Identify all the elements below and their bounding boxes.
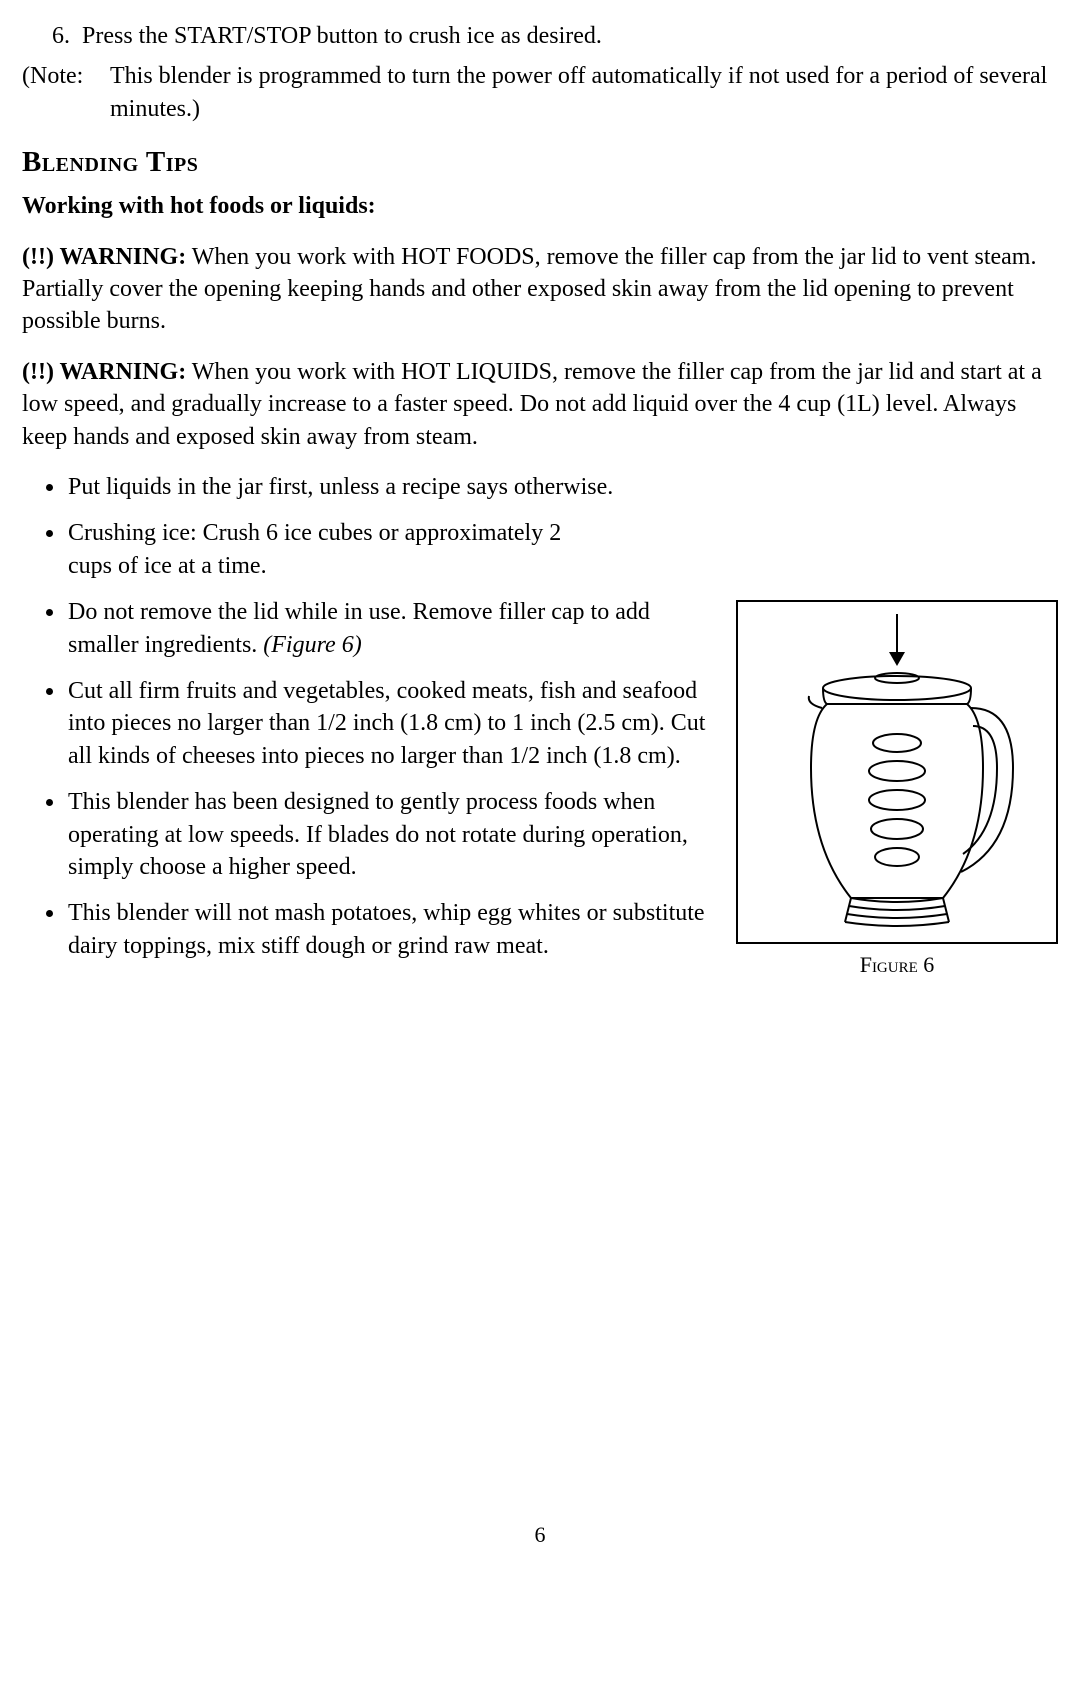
tip-text: This blender has been designed to gently… [68, 789, 688, 880]
warning-prefix: (!!) WARNING: [22, 244, 186, 270]
list-item: Crushing ice: Crush 6 ice cubes or appro… [66, 517, 586, 582]
figure-6: Figure 6 [736, 600, 1058, 980]
blender-jar-icon [747, 608, 1047, 938]
subheading: Working with hot foods or liquids: [22, 190, 1058, 222]
section-heading: Blending Tips [22, 143, 1058, 182]
figure-frame [736, 600, 1058, 944]
warning-hot-liquids: (!!) WARNING: When you work with HOT LIQ… [22, 356, 1058, 453]
tip-text: Crushing ice: Crush 6 ice cubes or appro… [68, 520, 561, 578]
list-item: Put liquids in the jar first, unless a r… [66, 471, 1058, 503]
page-number: 6 [22, 980, 1058, 1550]
step-text: Press the START/STOP button to crush ice… [82, 20, 602, 52]
note: (Note: This blender is programmed to tur… [22, 60, 1058, 125]
step-number: 6. [52, 20, 82, 52]
tip-text: Put liquids in the jar first, unless a r… [68, 474, 613, 500]
tip-text: This blender will not mash potatoes, whi… [68, 900, 705, 958]
step-6: 6. Press the START/STOP button to crush … [52, 20, 1058, 52]
figure-caption: Figure 6 [736, 950, 1058, 980]
figure-reference: (Figure 6) [263, 632, 361, 658]
warning-prefix: (!!) WARNING: [22, 359, 186, 385]
note-label: (Note: [22, 60, 92, 125]
tip-text: Cut all firm fruits and vegetables, cook… [68, 678, 705, 769]
note-text: This blender is programmed to turn the p… [92, 60, 1058, 125]
warning-hot-foods: (!!) WARNING: When you work with HOT FOO… [22, 241, 1058, 338]
tips-list: Put liquids in the jar first, unless a r… [22, 471, 1058, 582]
